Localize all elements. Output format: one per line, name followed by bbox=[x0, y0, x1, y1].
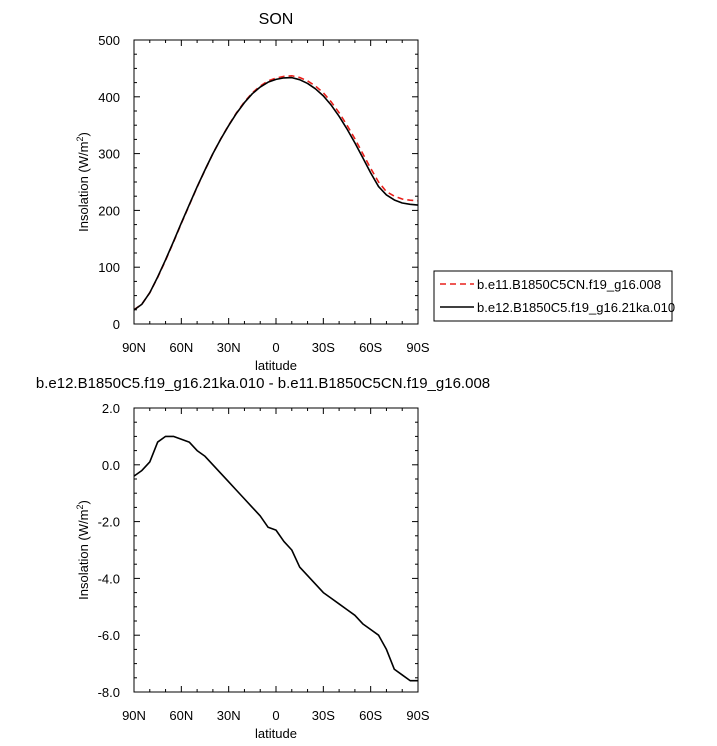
chart1-y-tick-label: 200 bbox=[98, 203, 120, 218]
chart2-y-tick-label: -4.0 bbox=[98, 571, 120, 586]
chart2-x-tick-label: 30S bbox=[312, 708, 335, 723]
chart2-y-axis-label-main: Insolation (W/m bbox=[76, 510, 91, 600]
chart1-y-tick-label: 100 bbox=[98, 260, 120, 275]
chart1-y-tick-label: 400 bbox=[98, 90, 120, 105]
chart1-series-2-line bbox=[133, 76, 419, 311]
chart2-y-tick-label: -6.0 bbox=[98, 628, 120, 643]
chart1-y-axis-label-superscript: 2 bbox=[75, 137, 85, 142]
chart1-y-axis-label: Insolation (W/m2) bbox=[75, 132, 91, 232]
chart2-y-tick-label: -2.0 bbox=[98, 515, 120, 530]
chart1-x-tick-label: 30S bbox=[312, 340, 335, 355]
chart2-x-tick-label: 0 bbox=[272, 708, 279, 723]
chart1-series-1-line bbox=[133, 74, 419, 311]
chart2-x-tick-label: 90S bbox=[406, 708, 429, 723]
chart1-y-axis-label-main: Insolation (W/m bbox=[76, 142, 91, 232]
chart1-legend-box bbox=[433, 270, 673, 322]
chart2-y-axis-label-superscript: 2 bbox=[75, 505, 85, 510]
chart1-y-tick-label: 0 bbox=[113, 317, 120, 332]
chart1-y-tick-label: 500 bbox=[98, 33, 120, 48]
chart1-legend-label-1: b.e11.B1850C5CN.f19_g16.008 bbox=[477, 277, 661, 292]
chart1-x-tick-label: 0 bbox=[272, 340, 279, 355]
chart2-x-tick-label: 90N bbox=[122, 708, 146, 723]
chart1-x-tick-label: 60S bbox=[359, 340, 382, 355]
chart1-x-tick-label: 90N bbox=[122, 340, 146, 355]
chart2-y-axis-label: Insolation (W/m2) bbox=[75, 500, 91, 600]
chart2-plot-frame bbox=[133, 407, 419, 693]
chart1-x-axis-label: latitude bbox=[255, 358, 297, 373]
chart2-y-axis-label-close: ) bbox=[76, 500, 91, 504]
chart2-y-tick-label: -8.0 bbox=[98, 685, 120, 700]
chart1-title: SON bbox=[259, 11, 294, 28]
chart2-x-tick-label: 60S bbox=[359, 708, 382, 723]
chart2-x-tick-label: 30N bbox=[217, 708, 241, 723]
chart1-y-axis-label-close: ) bbox=[76, 132, 91, 136]
chart1-x-tick-label: 60N bbox=[169, 340, 193, 355]
chart1-x-tick-label: 90S bbox=[406, 340, 429, 355]
chart1-legend-label-2: b.e12.B1850C5.f19_g16.21ka.010 bbox=[477, 300, 675, 315]
chart1-x-tick-label: 30N bbox=[217, 340, 241, 355]
chart1-y-tick-label: 300 bbox=[98, 147, 120, 162]
chart2-title: b.e12.B1850C5.f19_g16.21ka.010 - b.e11.B… bbox=[36, 375, 490, 392]
chart2-y-tick-label: 2.0 bbox=[102, 401, 120, 416]
chart2-y-tick-label: 0.0 bbox=[102, 458, 120, 473]
chart2-series-1-line bbox=[133, 435, 418, 682]
chart2-x-tick-label: 60N bbox=[169, 708, 193, 723]
chart2-x-axis-label: latitude bbox=[255, 726, 297, 741]
